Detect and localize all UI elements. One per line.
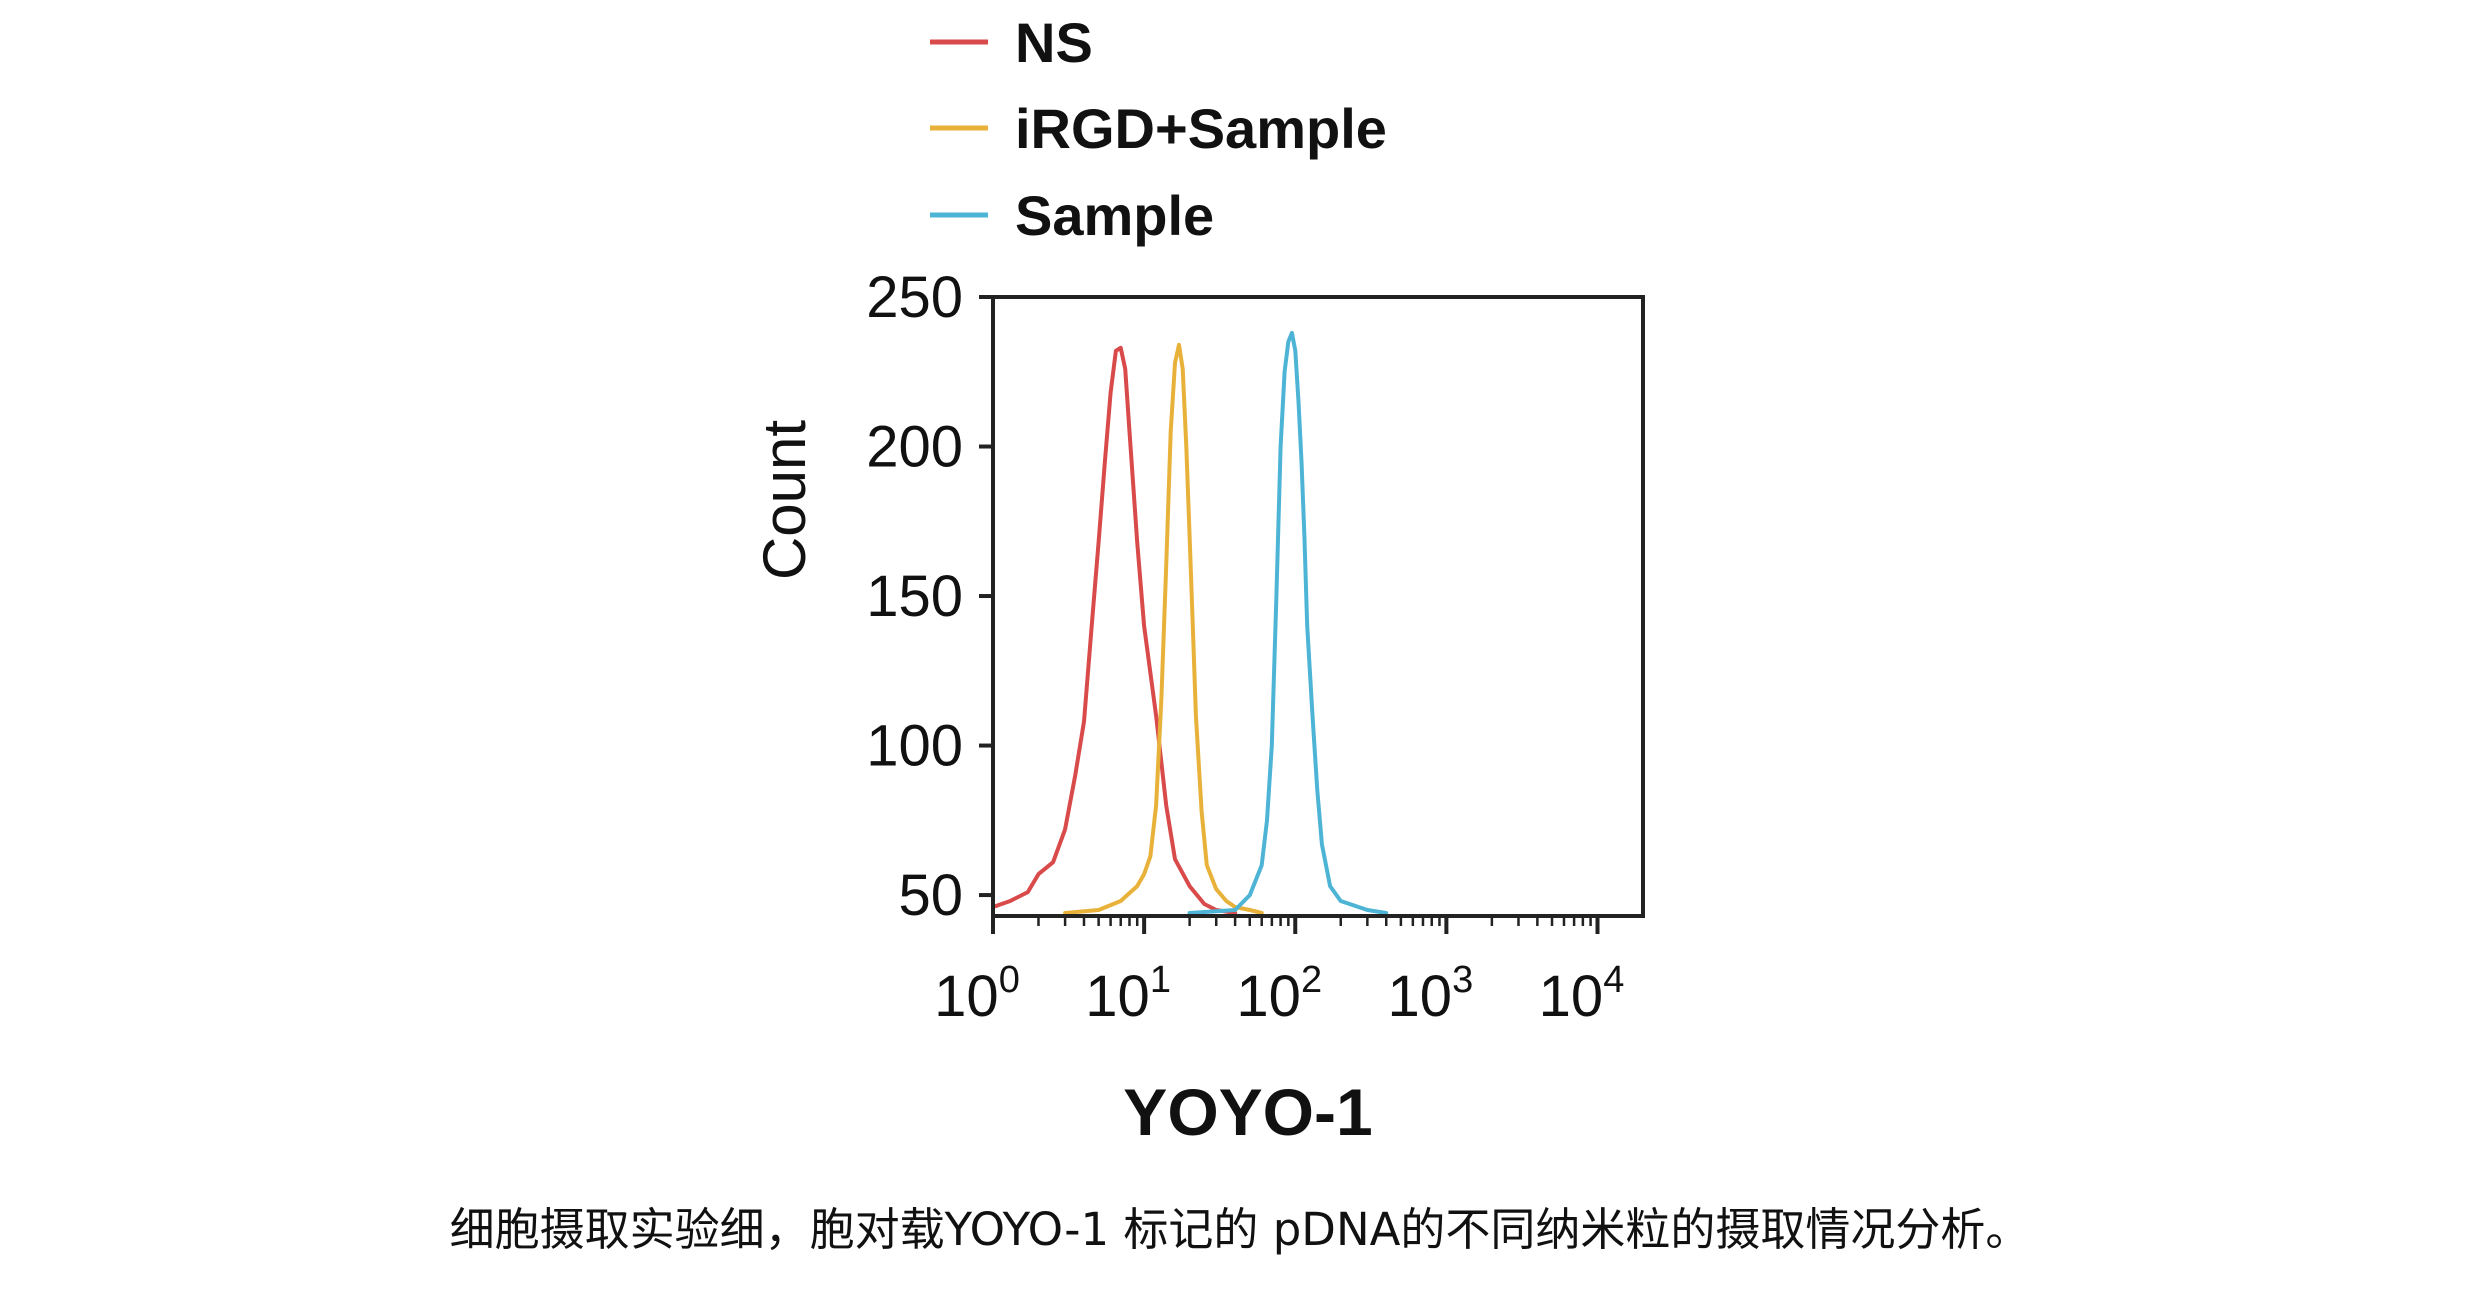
y-tick-label: 150	[866, 564, 963, 629]
plot-frame	[991, 295, 1645, 918]
axis-ticks: 50 100 150 200 250 100 101 102 103 104	[866, 265, 1624, 1029]
legend-label: iRGD+Sample	[1015, 97, 1387, 160]
legend-label: NS	[1015, 11, 1093, 74]
y-tick-label: 200	[866, 415, 963, 480]
x-tick-label: 103	[1388, 959, 1474, 1029]
series-lines	[991, 330, 1389, 915]
figure-caption: 细胞摄取实验细，胞对载YOYO-1 标记的 pDNA的不同纳米粒的摄取情况分析。	[449, 1203, 2031, 1256]
legend-label: Sample	[1015, 184, 1214, 247]
series-line-sample	[1187, 330, 1389, 915]
series-line-irgd-sample	[1063, 342, 1264, 915]
x-tick-label: 101	[1085, 959, 1171, 1029]
y-axis-label: Count	[751, 420, 818, 580]
x-tick-label: 104	[1539, 959, 1625, 1029]
y-tick-label: 50	[898, 863, 963, 928]
x-tick-label: 100	[934, 959, 1020, 1029]
series-line-ns	[991, 345, 1238, 915]
x-tick-label: 102	[1236, 959, 1322, 1029]
y-tick-label: 100	[866, 714, 963, 779]
legend: NS iRGD+Sample Sample	[930, 11, 1387, 247]
x-axis-label: YOYO-1	[1123, 1075, 1372, 1149]
y-tick-label: 250	[866, 265, 963, 330]
